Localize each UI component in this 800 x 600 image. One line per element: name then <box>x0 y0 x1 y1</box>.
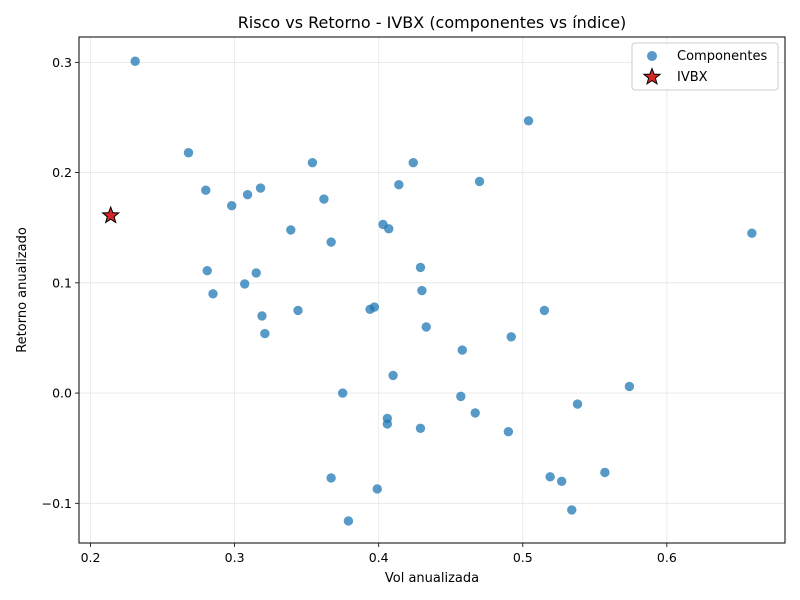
componente-point <box>286 225 296 235</box>
componente-point <box>202 266 212 276</box>
legend-label-ivbx: IVBX <box>677 70 708 85</box>
ivbx-point <box>101 205 121 224</box>
componente-point <box>201 185 211 195</box>
x-tick-label: 0.5 <box>513 550 533 565</box>
y-tick-label: −0.1 <box>42 496 72 511</box>
legend-frame <box>631 42 779 91</box>
y-tick-label: 0.0 <box>52 386 72 401</box>
componente-point <box>384 224 394 234</box>
x-axis-title: Vol anualizada <box>385 571 479 586</box>
componente-point <box>417 285 427 296</box>
componente-point <box>457 345 467 355</box>
componente-point <box>600 467 610 478</box>
componente-point <box>470 408 480 418</box>
componente-point <box>415 262 426 273</box>
componente-point <box>251 268 261 278</box>
componente-point <box>382 419 393 429</box>
componente-point <box>474 176 485 187</box>
x-tick-label: 0.3 <box>225 550 245 565</box>
componente-point <box>183 148 194 158</box>
componente-point <box>369 302 380 312</box>
componente-point <box>343 516 354 526</box>
componente-point <box>394 180 404 190</box>
componente-point <box>208 289 218 299</box>
y-tick-label: 0.3 <box>52 55 72 70</box>
x-tick-label: 0.6 <box>657 550 677 565</box>
axis-ticks: 0.2 0.3 0.4 0.5 0.6 −0.1 0.0 0.1 0.2 0.3 <box>42 55 677 565</box>
componente-point <box>567 505 577 515</box>
componente-point <box>130 56 140 66</box>
y-tick-label: 0.2 <box>52 165 72 180</box>
componente-point <box>408 157 418 168</box>
data-points <box>101 56 757 526</box>
componente-point <box>326 473 336 483</box>
y-axis-title: Retorno anualizado <box>15 227 30 353</box>
componente-point <box>337 388 348 398</box>
componente-point <box>572 399 583 409</box>
legend-marker-ivbx <box>642 67 662 86</box>
componente-point <box>227 200 237 211</box>
componente-point <box>415 423 426 434</box>
x-tick-label: 0.2 <box>81 550 101 565</box>
componente-point <box>539 305 550 316</box>
componente-point <box>257 311 267 321</box>
componente-point <box>545 472 555 482</box>
componente-point <box>624 381 635 392</box>
componente-point <box>506 332 516 342</box>
componente-point <box>388 370 398 381</box>
componente-point <box>260 328 270 339</box>
componente-point <box>556 476 567 486</box>
componente-point <box>293 305 303 316</box>
componente-point <box>326 237 336 247</box>
legend: Componentes IVBX <box>631 42 779 91</box>
chart-title: Risco vs Retorno - IVBX (componentes vs … <box>238 13 627 32</box>
componente-point <box>523 116 534 126</box>
componente-point <box>747 228 757 238</box>
y-tick-label: 0.1 <box>52 275 72 290</box>
componente-point <box>239 279 250 289</box>
plot-frame <box>78 36 786 544</box>
plot-area <box>79 37 785 543</box>
legend-marker-componentes <box>647 51 657 61</box>
x-tick-label: 0.4 <box>369 550 389 565</box>
componente-point <box>503 426 514 437</box>
legend-label-componentes: Componentes <box>677 49 767 64</box>
componente-point <box>307 157 318 168</box>
componente-point <box>372 484 382 494</box>
componente-point <box>319 194 329 204</box>
componente-point <box>456 391 466 402</box>
componente-point <box>255 183 266 193</box>
componente-point <box>421 322 431 332</box>
componente-point <box>242 189 253 200</box>
